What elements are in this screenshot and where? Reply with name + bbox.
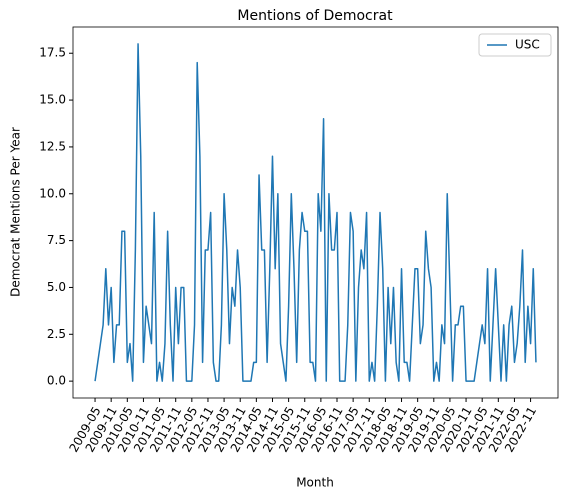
y-tick-label: 5.0 — [47, 280, 66, 294]
y-tick-label: 12.5 — [39, 139, 66, 153]
legend-label: USC — [515, 38, 540, 52]
plot-frame — [72, 26, 559, 399]
chart-title: Mentions of Democrat — [237, 8, 393, 24]
x-axis-label: Month — [296, 476, 334, 490]
y-tick-label: 15.0 — [39, 93, 66, 107]
y-axis-label: Democrat Mentions Per Year — [9, 127, 23, 297]
y-tick-label: 7.5 — [47, 233, 66, 247]
y-tick-label: 17.5 — [39, 46, 66, 60]
y-tick-label: 2.5 — [47, 327, 66, 341]
line-series — [94, 43, 537, 382]
legend-box — [478, 33, 552, 57]
y-tick-label: 0.0 — [47, 374, 66, 388]
y-tick-label: 10.0 — [39, 186, 66, 200]
